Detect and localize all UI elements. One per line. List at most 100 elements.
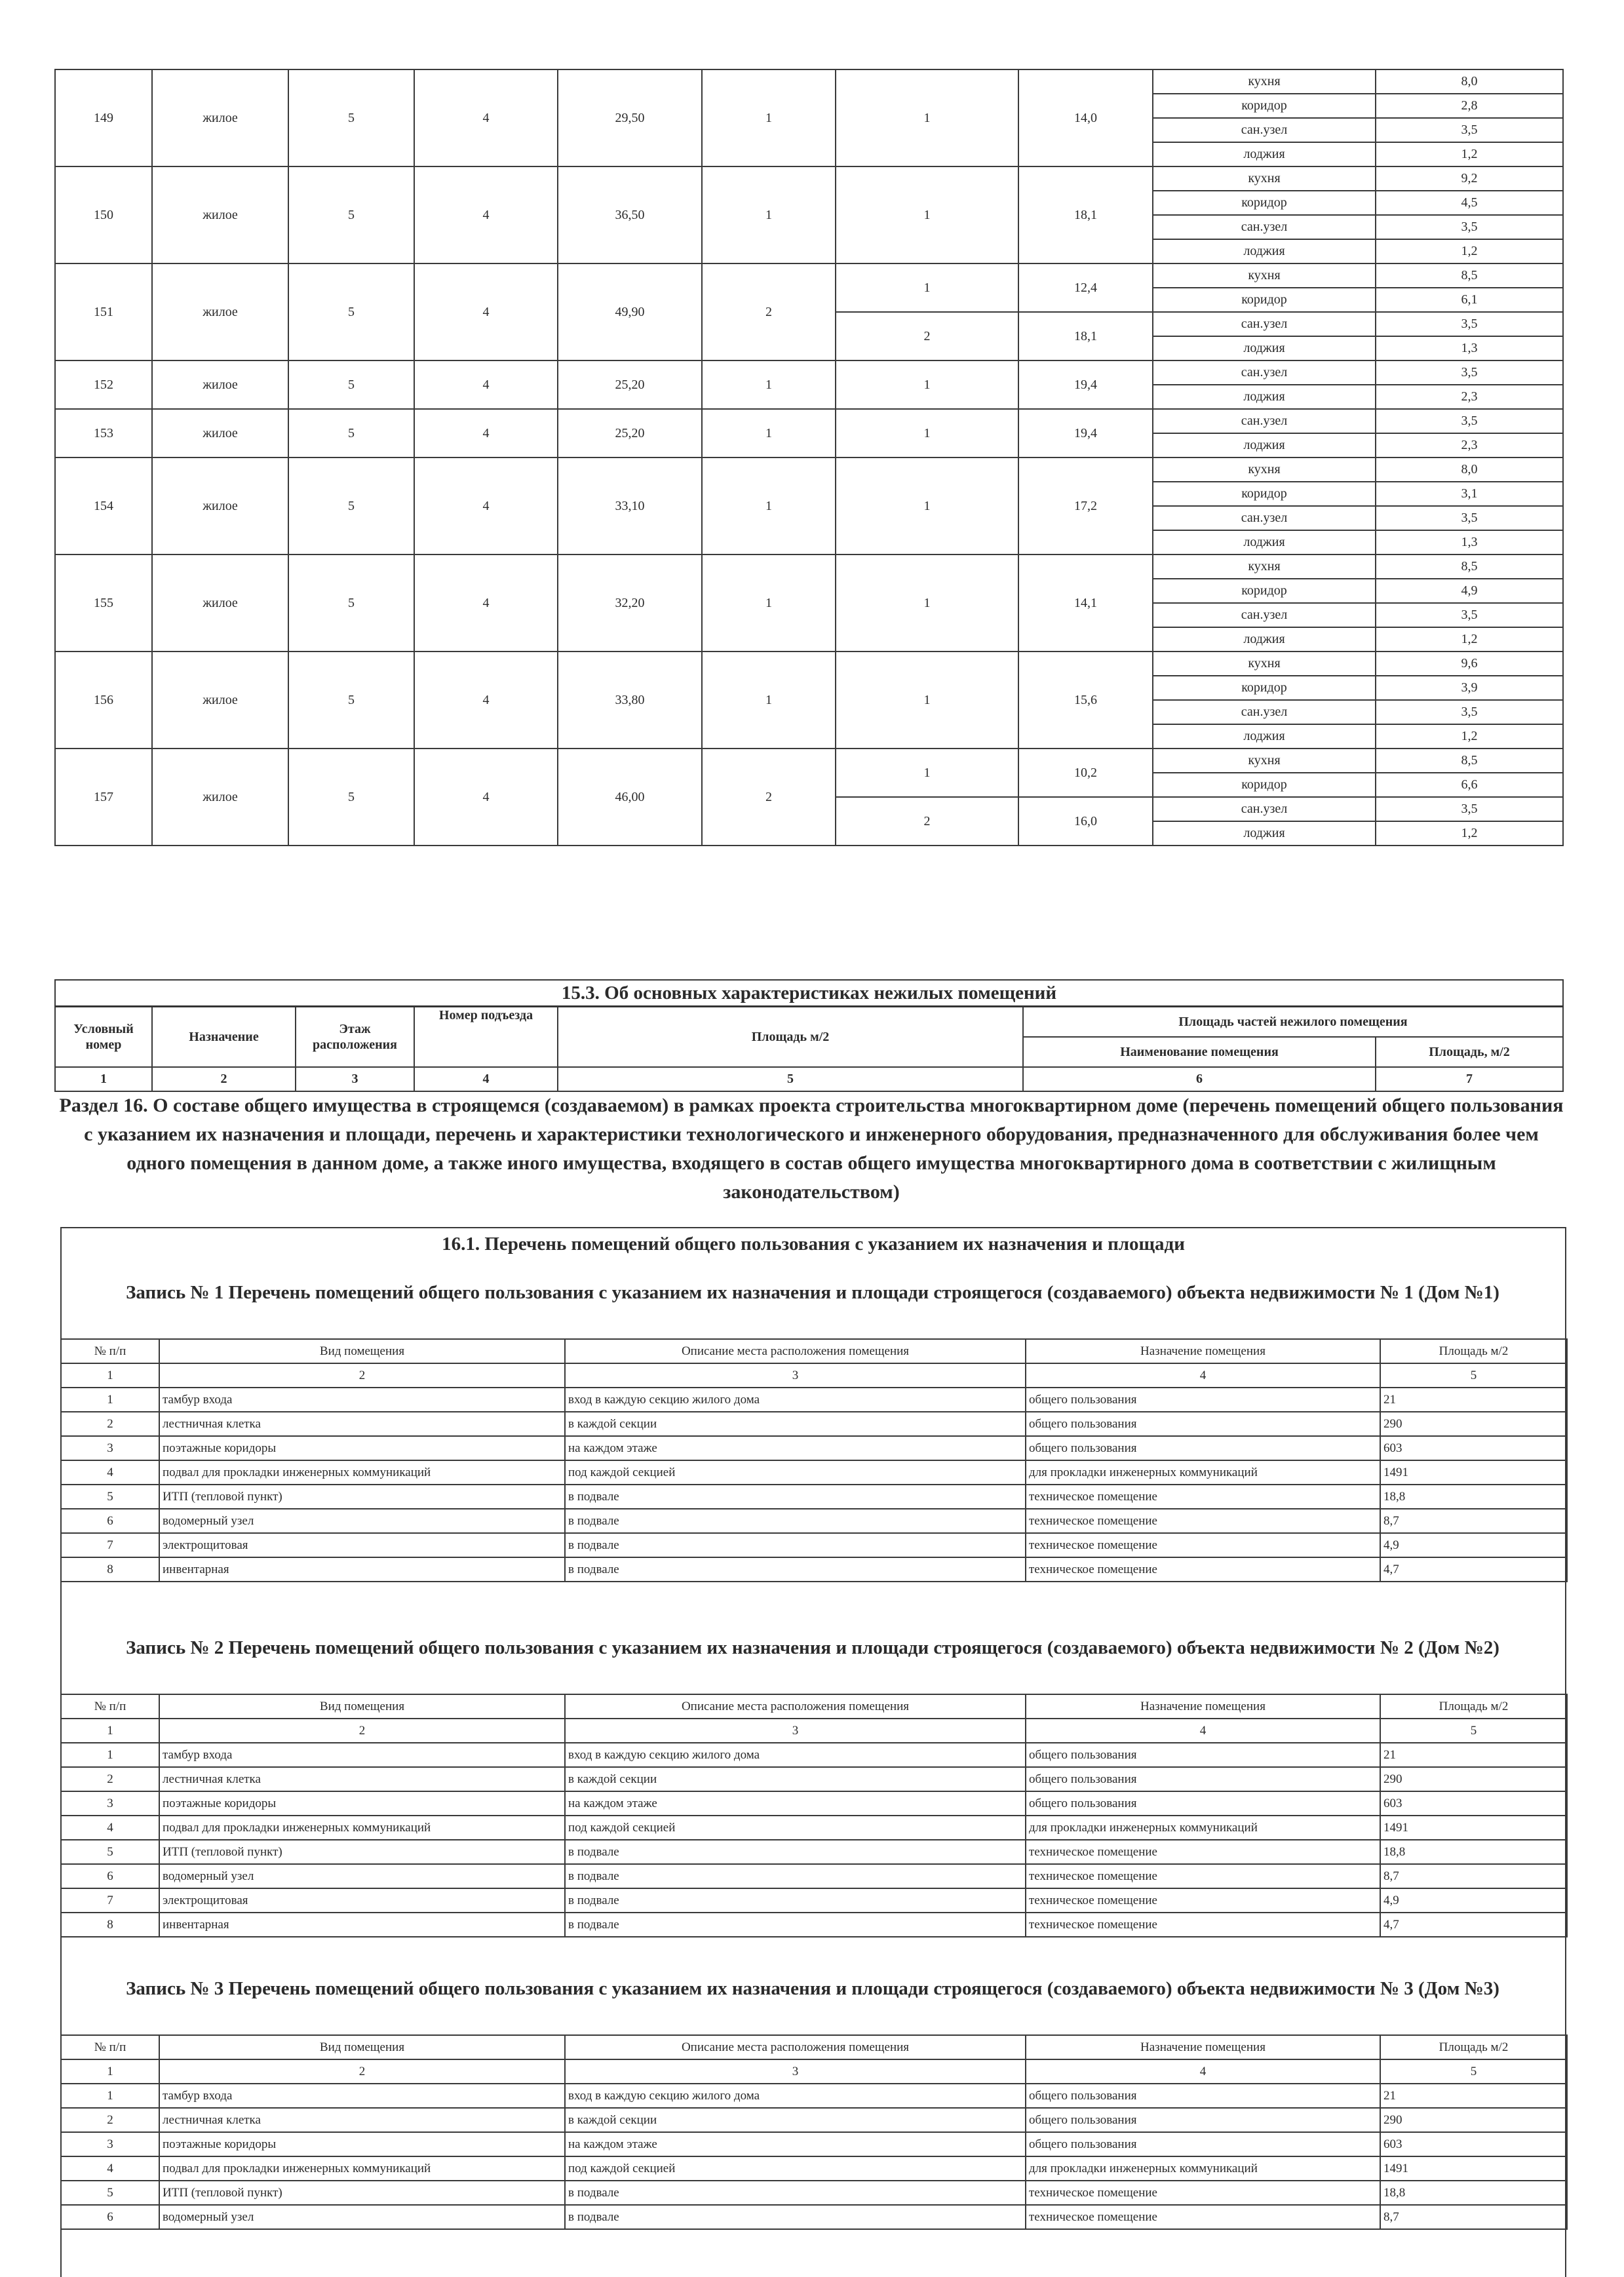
apartment-row: 153 жилое 5 4 25,20 1 1 19,4 сан.узел 3,5 (54, 408, 1564, 458)
apartment-number: 156 (54, 651, 153, 749)
column-number: 6 (1022, 1066, 1376, 1092)
room-kind: водомерный узел (159, 1508, 566, 1534)
part-name: коридор (1152, 675, 1376, 701)
apartment-rooms-count: 2 (701, 748, 836, 846)
apartment-number: 152 (54, 360, 153, 410)
location: в подвале (564, 2204, 1026, 2230)
location: в подвале (564, 2180, 1026, 2206)
part-name: коридор (1152, 93, 1376, 119)
room-kind: лестничная клетка (159, 1766, 566, 1792)
header-floor: Этаж расположения (295, 1005, 415, 1068)
table-row: 2 лестничная клетка в каждой секции общего … (60, 1766, 1568, 1792)
apartment-entrance: 4 (414, 166, 558, 264)
column-number: 3 (564, 1363, 1026, 1388)
apartment-row: сан.узел 3,5 (55, 117, 1564, 143)
column-number: 3 (564, 2059, 1026, 2084)
table-row: 1 тамбур входа вход в каждую секцию жилого… (60, 1742, 1568, 1768)
apartment-rooms-count: 1 (701, 651, 836, 749)
apartment-row: лоджия 1,3 (55, 336, 1564, 361)
room-kind: поэтажные коридоры (159, 1791, 566, 1816)
header-number: Условный номер (54, 1005, 153, 1068)
part-name: лоджия (1152, 239, 1376, 264)
column-header: Вид помещения (159, 1694, 566, 1719)
location: в каждой секции (564, 1766, 1026, 1792)
row-number: 4 (60, 1815, 160, 1840)
room-kind: тамбур входа (159, 1742, 566, 1768)
header-purpose: Назначение (151, 1005, 296, 1068)
table-row: 3 поэтажные коридоры на каждом этаже общего… (60, 1435, 1568, 1461)
room-area: 12,4 (1018, 263, 1153, 313)
area: 18,8 (1380, 1484, 1568, 1509)
part-area: 2,3 (1375, 433, 1564, 458)
table-row: 8 инвентарная в подвале техническое помещен… (60, 1557, 1568, 1582)
column-header: Назначение помещения (1025, 1694, 1381, 1719)
row-number: 1 (60, 2083, 160, 2109)
location: в подвале (564, 1557, 1026, 1582)
room-kind: водомерный узел (159, 2204, 566, 2230)
header-area: Площадь м/2 (557, 1005, 1024, 1068)
header-part-area: Площадь, м/2 (1375, 1036, 1564, 1068)
apartment-row: сан.узел 3,5 (55, 505, 1564, 531)
column-header: Описание места расположения помещения (564, 1338, 1026, 1364)
record-table: № п/п Вид помещения Описание места располо… (60, 1338, 1568, 1582)
apartment-rooms-count: 1 (701, 166, 836, 264)
column-header: № п/п (60, 1694, 160, 1719)
apartment-area: 25,20 (557, 360, 703, 410)
table-row: 5 ИТП (тепловой пункт) в подвале техническо… (60, 1484, 1568, 1509)
location: в подвале (564, 1888, 1026, 1913)
part-area: 8,5 (1375, 263, 1564, 288)
column-number: 5 (557, 1066, 1024, 1092)
header-entrance: Номер подъезда (414, 1005, 558, 1068)
table-row: 5 ИТП (тепловой пункт) в подвале техническо… (60, 1839, 1568, 1865)
location: в подвале (564, 1508, 1026, 1534)
room-kind: лестничная клетка (159, 2107, 566, 2133)
apartment-row: сан.узел 3,5 (55, 699, 1564, 725)
part-name: лоджия (1152, 724, 1376, 749)
apartment-rooms-count: 1 (701, 554, 836, 652)
row-number: 3 (60, 1791, 160, 1816)
area: 21 (1380, 2083, 1568, 2109)
part-name: лоджия (1152, 336, 1376, 361)
room-number: 1 (835, 360, 1019, 410)
part-area: 3,5 (1375, 408, 1564, 434)
area: 603 (1380, 2131, 1568, 2157)
row-number: 4 (60, 1460, 160, 1485)
table-row: 2 лестничная клетка в каждой секции общего … (60, 1411, 1568, 1437)
row-number: 5 (60, 2180, 160, 2206)
record-title: Запись № 1 Перечень помещений общего пол… (126, 1282, 1499, 1303)
apartment-row: 2 18,1 сан.узел 3,5 (55, 311, 1564, 361)
part-name: сан.узел (1152, 796, 1376, 822)
record-title: Запись № 3 Перечень помещений общего пол… (126, 1978, 1499, 1999)
area: 21 (1380, 1742, 1568, 1768)
apartment-rooms-count: 1 (701, 69, 836, 167)
part-name: кухня (1152, 263, 1376, 288)
apartment-row: 155 жилое 5 4 32,20 1 1 14,1 кухня 8,5 (54, 554, 1564, 652)
apartment-area: 36,50 (557, 166, 703, 264)
part-name: кухня (1152, 457, 1376, 482)
apartment-type: жилое (151, 651, 289, 749)
row-number: 2 (60, 1411, 160, 1437)
apartment-area: 46,00 (557, 748, 703, 846)
apartment-number: 149 (54, 69, 153, 167)
purpose: общего пользования (1025, 2131, 1381, 2157)
column-number: 5 (1380, 2059, 1568, 2084)
part-name: кухня (1152, 69, 1376, 94)
apartment-number: 153 (54, 408, 153, 458)
apartment-row: коридор 6,6 (55, 772, 1564, 798)
part-area: 8,0 (1375, 457, 1564, 482)
apartment-entrance: 4 (414, 263, 558, 361)
apartment-floor: 5 (288, 554, 415, 652)
apartment-entrance: 4 (414, 651, 558, 749)
column-header: Назначение помещения (1025, 2034, 1381, 2060)
column-number: 1 (60, 1718, 160, 1743)
part-name: сан.узел (1152, 214, 1376, 240)
room-area: 14,1 (1018, 554, 1153, 652)
apartment-row: лоджия 1,2 (55, 239, 1564, 264)
area: 18,8 (1380, 2180, 1568, 2206)
area: 603 (1380, 1791, 1568, 1816)
apartment-row: коридор 4,9 (55, 578, 1564, 604)
row-number: 7 (60, 1888, 160, 1913)
apartment-row: сан.узел 3,5 (55, 602, 1564, 628)
area: 4,7 (1380, 1912, 1568, 1937)
part-name: коридор (1152, 578, 1376, 604)
